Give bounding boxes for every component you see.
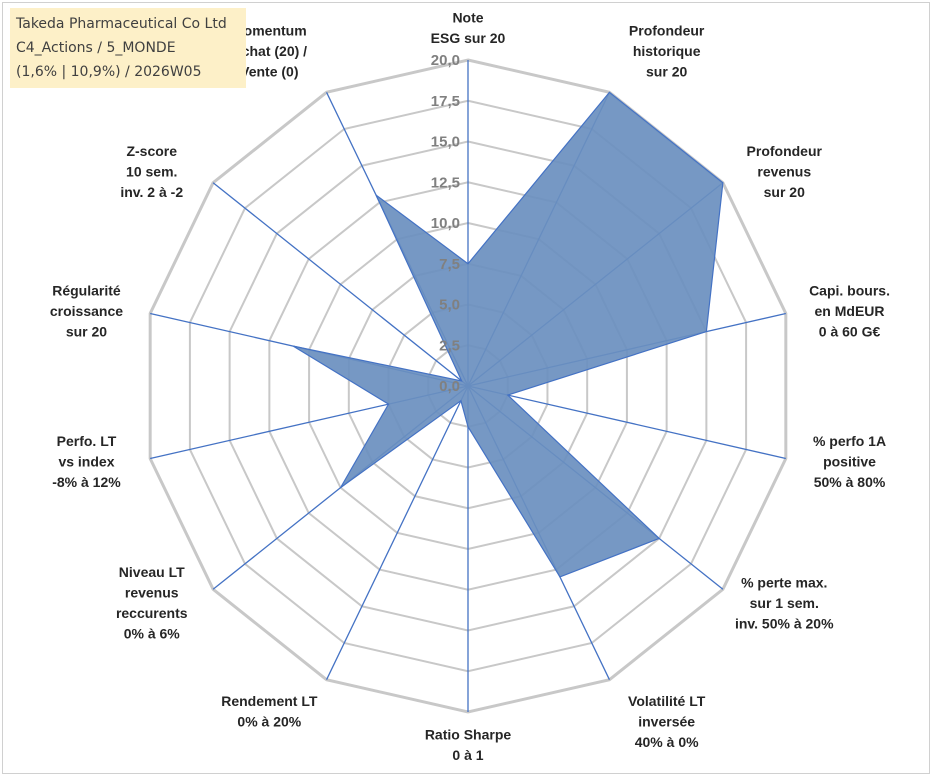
axis-label: Achat (20) / — [232, 43, 308, 59]
axis-label: 10 sem. — [126, 164, 177, 180]
axis-label: -8% à 12% — [52, 474, 121, 490]
axis-label: Profondeur — [747, 143, 823, 159]
axis-label: Régularité — [52, 283, 121, 299]
tick-label: 17,5 — [431, 93, 460, 110]
axis-label: % perte max. — [741, 574, 827, 590]
radar-series — [292, 91, 724, 578]
axis-label-group-0: Note ESG sur 20 — [431, 10, 506, 47]
axis-label: Note — [452, 10, 483, 26]
tick-label: 12,5 — [431, 174, 460, 191]
axis-label: ESG sur 20 — [431, 30, 506, 46]
spoke-8 — [325, 385, 469, 680]
axis-label-group-1: Profondeur historique sur 20 — [629, 22, 705, 79]
radar-axis-labels: Note ESG sur 20 Profondeur historique sur 20… — [50, 10, 890, 764]
axis-label: sur 1 sem. — [750, 595, 819, 611]
axis-label: Volatilité LT — [628, 693, 706, 709]
axis-label: en MdEUR — [815, 303, 885, 319]
radar-tick-labels: 0,0 2,5 5,0 7,5 10,0 12,5 15,0 17,5 20,0 — [431, 52, 460, 395]
axis-label: croissance — [50, 303, 123, 319]
axis-label: sur 20 — [764, 184, 805, 200]
tick-label: 5,0 — [439, 297, 460, 314]
axis-label: Perfo. LT — [57, 433, 117, 449]
axis-label: sur 20 — [66, 324, 107, 340]
axis-label: Momentum — [232, 22, 307, 38]
axis-label-group-9: Niveau LT revenus reccurents 0% à 6% — [116, 564, 188, 642]
axis-label: Niveau LT — [119, 564, 185, 580]
axis-label-group-10: Perfo. LT vs index -8% à 12% — [52, 433, 121, 490]
spoke-12 — [212, 182, 469, 387]
axis-label: Vente (0) — [240, 63, 298, 79]
axis-label: sur 20 — [646, 63, 687, 79]
axis-label-group-5: % perte max. sur 1 sem. inv. 50% à 20% — [735, 574, 834, 631]
axis-label-group-11: Régularité croissance sur 20 — [50, 283, 123, 340]
axis-label: 0% à 6% — [124, 626, 181, 642]
axis-label: inv. 50% à 20% — [735, 615, 834, 631]
axis-label-group-4: % perfo 1A positive 50% à 80% — [813, 433, 886, 490]
axis-label-group-7: Ratio Sharpe 0 à 1 — [425, 727, 512, 764]
axis-label: revenus — [125, 585, 179, 601]
axis-label-group-3: Capi. bours. en MdEUR 0 à 60 G€ — [809, 283, 890, 340]
axis-label: positive — [823, 453, 876, 469]
axis-label-group-8: Rendement LT 0% à 20% — [221, 693, 318, 730]
axis-label: reccurents — [116, 605, 188, 621]
axis-label-group-13: Momentum Achat (20) / Vente (0) — [232, 22, 308, 79]
axis-label: revenus — [757, 164, 811, 180]
tick-label: 10,0 — [431, 215, 460, 232]
axis-label-group-2: Profondeur revenus sur 20 — [747, 143, 823, 200]
chart-title-box: Takeda Pharmaceutical Co Ltd C4_Actions … — [10, 8, 246, 88]
axis-label: Z-score — [126, 143, 177, 159]
axis-label: Ratio Sharpe — [425, 727, 512, 743]
tick-label: 20,0 — [431, 52, 460, 69]
tick-label: 0,0 — [439, 378, 460, 395]
axis-label: % perfo 1A — [813, 433, 886, 449]
chart-title-period: (1,6% | 10,9%) / 2026W05 — [16, 64, 202, 80]
axis-label: 0 à 1 — [452, 747, 483, 763]
tick-label: 2,5 — [439, 337, 460, 354]
axis-label: vs index — [58, 453, 114, 469]
series-area — [292, 91, 724, 578]
axis-label: inv. 2 à -2 — [120, 184, 183, 200]
axis-label: 50% à 80% — [814, 474, 886, 490]
axis-label-group-6: Volatilité LT inversée 40% à 0% — [628, 693, 706, 750]
axis-label: Rendement LT — [221, 693, 318, 709]
axis-label: historique — [633, 43, 701, 59]
axis-label: 0% à 20% — [237, 714, 301, 730]
tick-label: 7,5 — [439, 256, 460, 273]
tick-label: 15,0 — [431, 134, 460, 151]
chart-title-company: Takeda Pharmaceutical Co Ltd — [16, 16, 227, 32]
axis-label-group-12: Z-score 10 sem. inv. 2 à -2 — [120, 143, 183, 200]
axis-label: Profondeur — [629, 22, 705, 38]
axis-label: 0 à 60 G€ — [819, 324, 881, 340]
axis-label: Capi. bours. — [809, 283, 890, 299]
chart-title-category: C4_Actions / 5_MONDE — [16, 40, 176, 56]
axis-label: 40% à 0% — [635, 734, 699, 750]
axis-label: inversée — [638, 714, 695, 730]
spoke-4 — [467, 385, 786, 460]
